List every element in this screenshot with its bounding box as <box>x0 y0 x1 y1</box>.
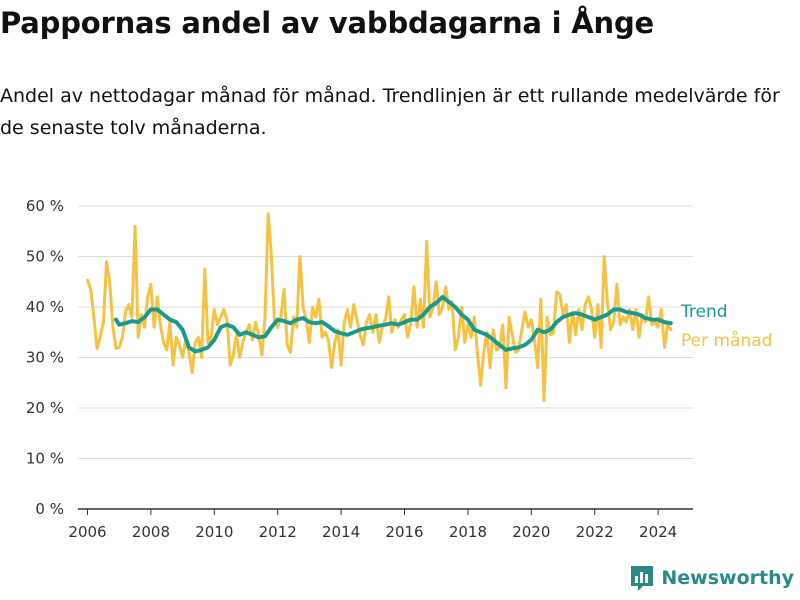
chart-title: Pappornas andel av vabbdagarna i Ånge <box>0 6 655 40</box>
trend-series-line <box>114 294 673 354</box>
legend-label: Trend <box>680 302 728 322</box>
brand-logo[interactable]: Newsworthy <box>629 564 794 592</box>
y-tick-label: 60 % <box>26 197 64 215</box>
y-axis: 0 % 10 % 20 % 30 % 40 % 50 % 60 % <box>26 197 64 518</box>
y-tick-label: 50 % <box>26 248 64 266</box>
x-tick-label: 2018 <box>449 523 487 541</box>
y-tick-label: 10 % <box>26 450 64 468</box>
y-tick-label: 40 % <box>26 298 64 316</box>
x-tick-label: 2020 <box>512 523 550 541</box>
newsworthy-logo-icon <box>631 566 654 591</box>
x-tick-label: 2016 <box>385 523 423 541</box>
x-tick-label: 2012 <box>259 523 297 541</box>
x-tick-label: 2022 <box>576 523 614 541</box>
x-axis: 2006 2008 2010 2012 2014 2016 2018 2020 2022 2024 <box>68 509 677 541</box>
x-tick-label: 2024 <box>639 523 677 541</box>
chart-legend: Per månad Trend <box>680 302 772 351</box>
y-tick-label: 0 % <box>35 500 64 518</box>
x-tick-label: 2008 <box>132 523 170 541</box>
chart-series <box>86 212 673 402</box>
x-tick-label: 2014 <box>322 523 360 541</box>
brand-name: Newsworthy <box>661 567 794 589</box>
chart-subtitle: Andel av nettodagar månad för månad. Tre… <box>0 85 780 139</box>
y-tick-label: 30 % <box>26 349 64 367</box>
chart-grid <box>78 205 693 510</box>
y-tick-label: 20 % <box>26 399 64 417</box>
legend-label: Per månad <box>681 330 772 351</box>
x-tick-label: 2006 <box>68 523 106 541</box>
monthly-series-line <box>86 212 673 402</box>
x-tick-label: 2010 <box>195 523 233 541</box>
